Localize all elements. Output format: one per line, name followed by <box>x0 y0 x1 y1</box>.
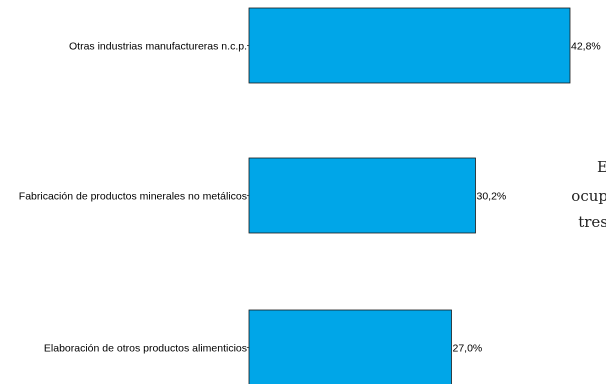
value-label: 30,2% <box>477 191 507 203</box>
category-label: Otras industrias manufactureras n.c.p. <box>69 41 247 53</box>
clipped-body-text-line-3: tres <box>578 213 606 231</box>
bar <box>248 309 452 384</box>
bar <box>248 157 476 234</box>
category-label: Fabricación de productos minerales no me… <box>19 191 247 203</box>
bar <box>248 7 571 84</box>
value-label: 27,0% <box>453 343 483 355</box>
clipped-body-text-line-1: E <box>597 158 606 176</box>
clipped-body-text-line-2: ocup <box>571 187 606 205</box>
value-label: 42,8% <box>571 41 601 53</box>
category-label: Elaboración de otros productos alimentic… <box>44 343 247 355</box>
